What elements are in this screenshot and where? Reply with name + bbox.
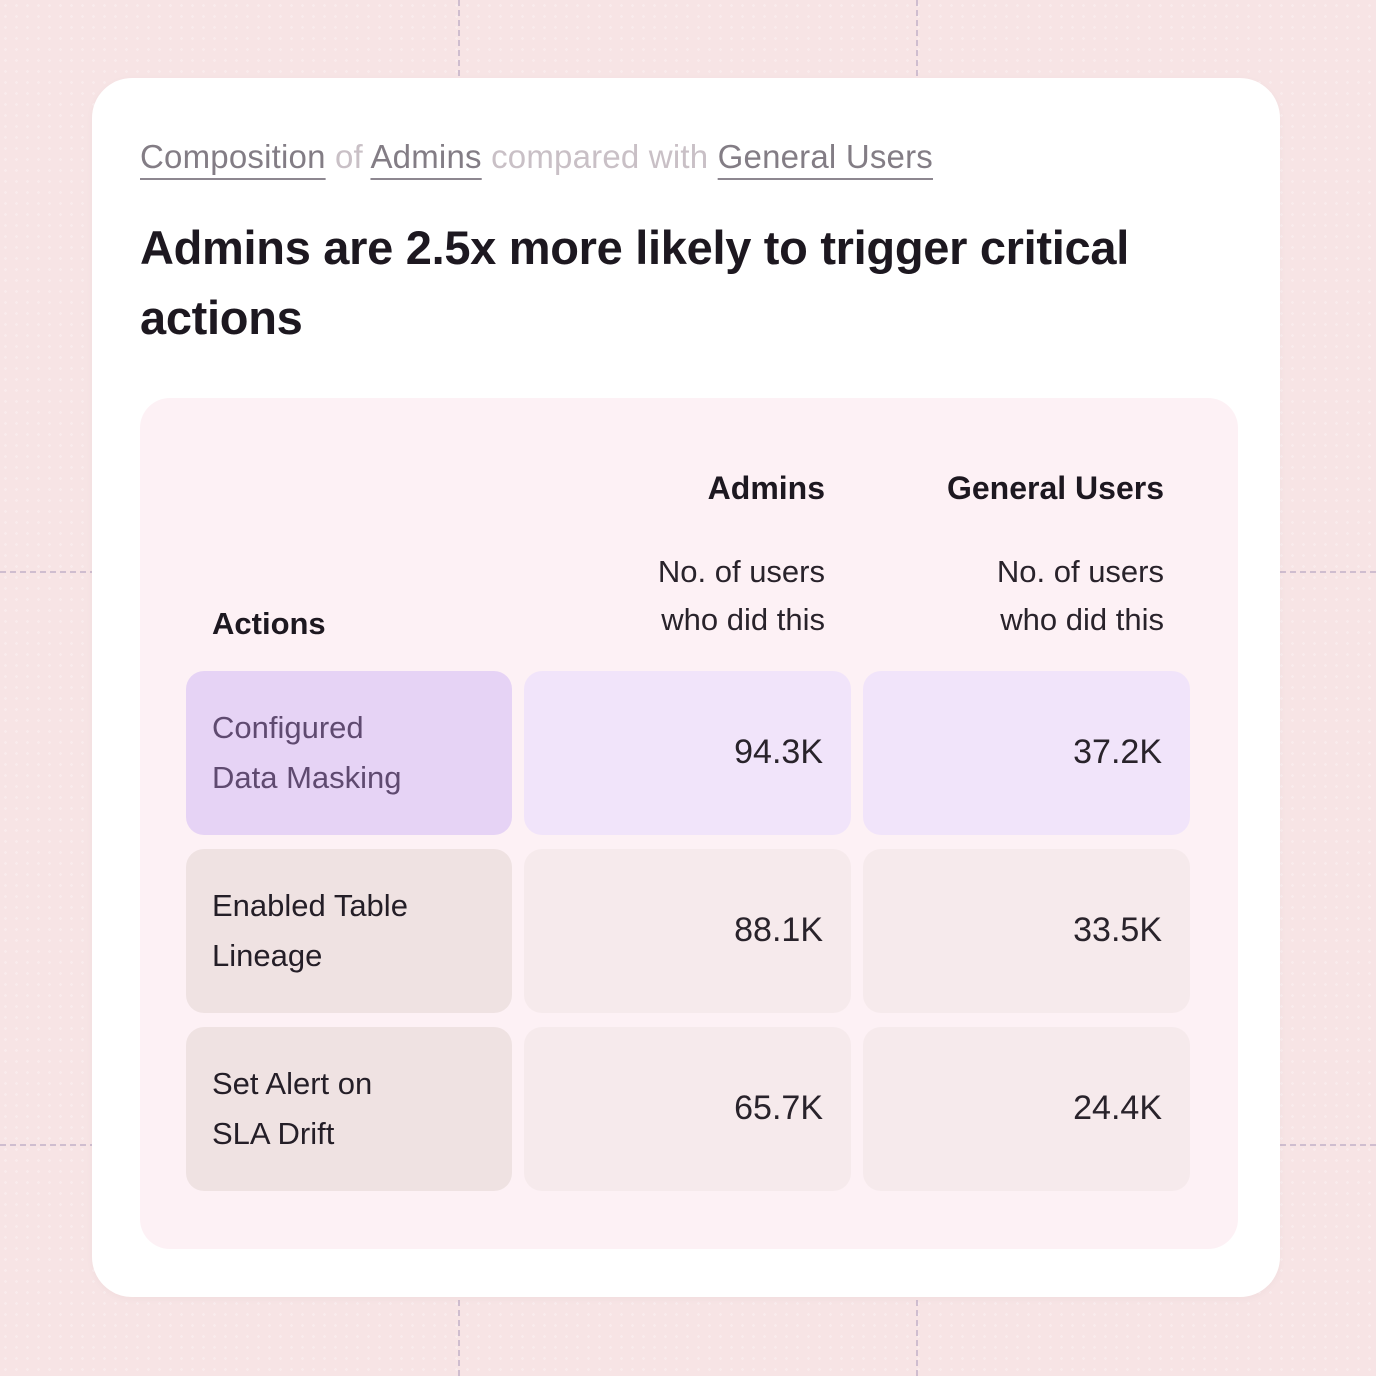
- action-cell-set-alert-on-sla-drift[interactable]: Set Alert on SLA Drift: [186, 1026, 512, 1191]
- row-header-actions: Actions: [212, 605, 326, 641]
- value-cell-admins-row-2[interactable]: 88.1K: [524, 848, 851, 1013]
- value-cell-general-users-row-2[interactable]: 33.5K: [863, 848, 1190, 1013]
- metric-link-composition[interactable]: Composition: [140, 138, 326, 175]
- eyebrow-connector: of: [325, 138, 371, 175]
- column-subheader-admins: No. of users who did this: [657, 553, 825, 637]
- action-cell-configured-data-masking[interactable]: Configured Data Masking: [186, 670, 512, 835]
- column-header-admins: Admins: [707, 469, 825, 506]
- value-cell-general-users-row-3[interactable]: 24.4K: [863, 1026, 1190, 1191]
- action-cell-enabled-table-lineage[interactable]: Enabled Table Lineage: [186, 848, 512, 1013]
- column-header-general-users: General Users: [946, 469, 1164, 506]
- header-spacer: [186, 472, 512, 504]
- eyebrow-connector: compared with: [481, 138, 718, 175]
- breadcrumb: Composition of Admins compared with Gene…: [140, 136, 1238, 179]
- value-cell-admins-row-3[interactable]: 65.7K: [524, 1026, 851, 1191]
- segment-link-general-users[interactable]: General Users: [717, 138, 933, 175]
- comparison-table-panel: Admins General Users Actions No. of user…: [140, 397, 1238, 1249]
- column-subheader-general-users: No. of users who did this: [996, 553, 1164, 637]
- value-cell-admins-row-1[interactable]: 94.3K: [524, 670, 851, 835]
- value-cell-general-users-row-1[interactable]: 37.2K: [863, 670, 1190, 835]
- insight-title: Admins are 2.5x more likely to trigger c…: [140, 220, 1129, 345]
- insight-card: Composition of Admins compared with Gene…: [92, 78, 1280, 1297]
- comparison-table: Admins General Users Actions No. of user…: [186, 469, 1190, 1191]
- segment-link-admins[interactable]: Admins: [370, 138, 482, 175]
